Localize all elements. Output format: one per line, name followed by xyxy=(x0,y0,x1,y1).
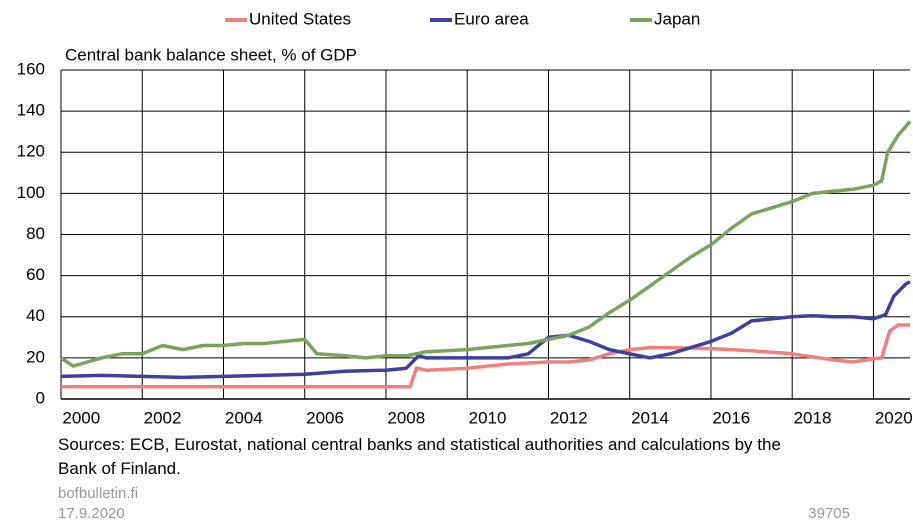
series-line xyxy=(60,280,911,380)
x-tick-label: 2020 xyxy=(875,408,913,427)
code: 39705 xyxy=(808,505,850,521)
chart-title: Central bank balance sheet, % of GDP xyxy=(65,45,357,64)
x-tick-label: 2012 xyxy=(550,408,588,427)
x-tick-label: 2018 xyxy=(794,408,832,427)
legend-label: Japan xyxy=(654,9,700,28)
y-tick-label: 160 xyxy=(17,59,45,78)
y-tick-label: 140 xyxy=(17,101,45,120)
x-tick-label: 2006 xyxy=(306,408,344,427)
series-line xyxy=(61,323,910,389)
legend-label: United States xyxy=(249,9,351,28)
x-tick-label: 2010 xyxy=(469,408,507,427)
source-line-1: Sources: ECB, Eurostat, national central… xyxy=(58,435,781,454)
y-tick-label: 20 xyxy=(26,347,45,366)
source-line-2: Bank of Finland. xyxy=(58,459,181,478)
x-tick-label: 2000 xyxy=(62,408,100,427)
x-tick-label: 2016 xyxy=(712,408,750,427)
x-tick-label: 2004 xyxy=(225,408,263,427)
legend-label: Euro area xyxy=(454,9,529,28)
y-tick-label: 40 xyxy=(26,306,45,325)
series-line xyxy=(60,120,912,368)
x-tick-label: 2008 xyxy=(387,408,425,427)
y-tick-label: 80 xyxy=(26,224,45,243)
date: 17.9.2020 xyxy=(58,505,125,521)
x-tick-label: 2002 xyxy=(144,408,182,427)
y-tick-label: 120 xyxy=(17,142,45,161)
y-tick-label: 100 xyxy=(17,183,45,202)
y-tick-label: 60 xyxy=(26,265,45,284)
y-tick-label: 0 xyxy=(36,388,45,407)
x-tick-label: 2014 xyxy=(631,408,669,427)
site: bofbulletin.fi xyxy=(58,485,138,502)
